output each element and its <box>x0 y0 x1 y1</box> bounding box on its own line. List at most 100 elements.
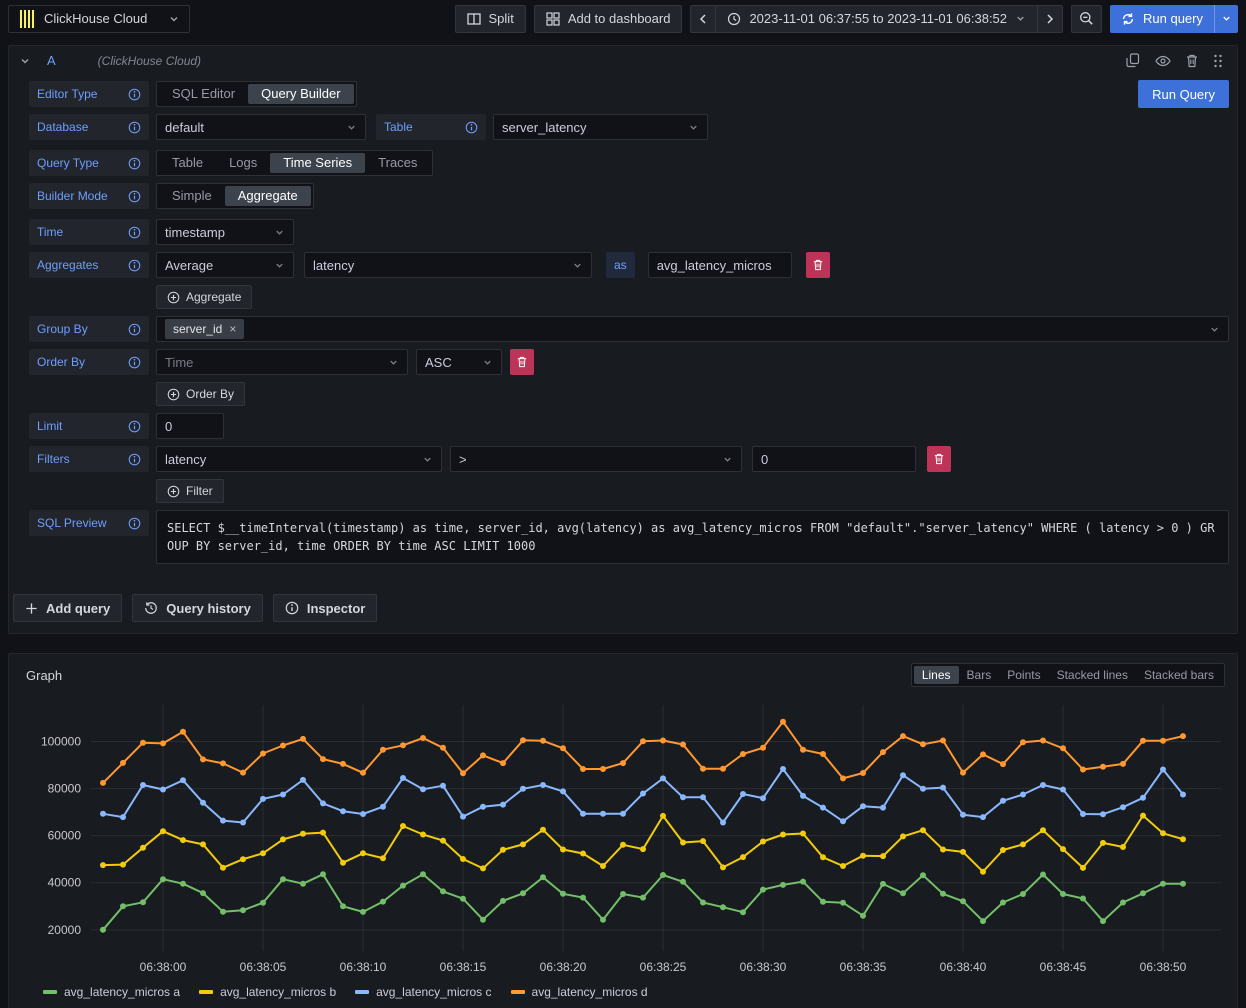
filter-field-select[interactable]: latency <box>156 446 442 472</box>
graph-style-stacked-lines[interactable]: Stacked lines <box>1049 666 1136 684</box>
add-query-button[interactable]: Add query <box>13 594 122 622</box>
query-type-table[interactable]: Table <box>159 153 216 173</box>
time-shift-back-button[interactable] <box>690 5 716 33</box>
query-history-button[interactable]: Query history <box>132 594 263 622</box>
builder-mode-aggregate[interactable]: Aggregate <box>225 186 311 206</box>
group-by-chip[interactable]: server_id × <box>165 319 244 339</box>
graph-style-points[interactable]: Points <box>999 666 1048 684</box>
order-by-row: Order By Time ASC <box>29 349 1229 375</box>
graph-panel-title: Graph <box>26 668 62 683</box>
query-row-header[interactable]: A (ClickHouse Cloud) <box>9 46 1237 73</box>
datasource-picker[interactable]: ClickHouse Cloud <box>8 5 190 33</box>
run-query-button[interactable]: Run query <box>1110 5 1214 33</box>
add-filter-button[interactable]: Filter <box>156 479 224 503</box>
info-icon[interactable] <box>128 453 141 466</box>
builder-mode-label: Builder Mode <box>29 183 149 209</box>
aggregate-column-select[interactable]: latency <box>304 252 592 278</box>
dashboard-grid-icon <box>546 12 560 26</box>
remove-order-by-button[interactable] <box>510 349 534 375</box>
database-label: Database <box>29 114 149 140</box>
collapse-chevron-icon[interactable] <box>19 55 31 67</box>
svg-text:60000: 60000 <box>48 829 82 843</box>
graph-style-lines[interactable]: Lines <box>914 666 959 684</box>
legend-item[interactable]: avg_latency_micros a <box>43 985 180 999</box>
info-icon[interactable] <box>128 157 141 170</box>
chevron-down-icon <box>1015 13 1026 24</box>
editor-type-query-builder[interactable]: Query Builder <box>248 84 353 104</box>
svg-text:06:38:25: 06:38:25 <box>640 960 687 974</box>
add-to-dashboard-button[interactable]: Add to dashboard <box>534 5 683 33</box>
inspector-button[interactable]: Inspector <box>273 594 378 622</box>
remove-filter-button[interactable] <box>927 446 951 472</box>
disable-query-eye-icon[interactable] <box>1155 55 1171 67</box>
duplicate-query-icon[interactable] <box>1126 53 1140 68</box>
legend-item[interactable]: avg_latency_micros d <box>511 985 648 999</box>
aggregates-row: Aggregates Average latency as avg_latenc… <box>29 252 1229 278</box>
aggregate-function-select[interactable]: Average <box>156 252 294 278</box>
database-table-row: Database default Table server_latency <box>29 114 1229 140</box>
info-icon[interactable] <box>465 121 478 134</box>
chevron-down-icon <box>1209 324 1220 335</box>
table-select[interactable]: server_latency <box>493 114 708 140</box>
toolbar-actions: Split Add to dashboard 2023-11-01 06:37:… <box>455 5 1238 33</box>
svg-text:06:38:40: 06:38:40 <box>940 960 987 974</box>
info-icon[interactable] <box>128 323 141 336</box>
builder-mode-simple[interactable]: Simple <box>159 186 225 206</box>
query-builder-form: Run Query Editor Type SQL Editor Query B… <box>9 73 1237 577</box>
time-range-button[interactable]: 2023-11-01 06:37:55 to 2023-11-01 06:38:… <box>715 5 1038 33</box>
add-order-by-button[interactable]: Order By <box>156 382 245 406</box>
info-icon[interactable] <box>128 420 141 433</box>
info-icon[interactable] <box>128 356 141 369</box>
group-by-multiselect[interactable]: server_id × <box>156 316 1229 342</box>
sql-preview-row: SQL Preview SELECT $__timeInterval(times… <box>29 510 1229 564</box>
info-icon[interactable] <box>128 259 141 272</box>
query-datasource-hint: (ClickHouse Cloud) <box>98 54 201 68</box>
info-icon[interactable] <box>128 121 141 134</box>
query-type-logs[interactable]: Logs <box>216 153 270 173</box>
svg-text:80000: 80000 <box>48 782 82 796</box>
aggregate-alias-input[interactable]: avg_latency_micros <box>648 252 792 278</box>
plus-icon <box>25 602 38 615</box>
info-icon[interactable] <box>128 226 141 239</box>
database-select[interactable]: default <box>156 114 366 140</box>
filter-value-input[interactable]: 0 <box>752 446 916 472</box>
add-aggregate-button[interactable]: Aggregate <box>156 285 252 309</box>
remove-aggregate-button[interactable] <box>806 252 830 278</box>
zoom-out-button[interactable] <box>1071 5 1102 33</box>
query-type-traces[interactable]: Traces <box>365 153 430 173</box>
graph-style-bars[interactable]: Bars <box>959 666 1000 684</box>
info-icon[interactable] <box>128 88 141 101</box>
trash-icon <box>934 453 944 465</box>
run-query-dropdown[interactable] <box>1214 5 1238 33</box>
time-column-select[interactable]: timestamp <box>156 219 294 245</box>
chevron-down-icon <box>168 13 180 25</box>
remove-tag-icon[interactable]: × <box>229 322 236 336</box>
trash-icon <box>517 356 527 368</box>
info-icon[interactable] <box>128 517 141 530</box>
drag-handle-icon[interactable] <box>1213 54 1223 68</box>
chevron-down-icon <box>1221 13 1232 24</box>
info-icon[interactable] <box>128 190 141 203</box>
split-button[interactable]: Split <box>455 5 526 33</box>
editor-type-sql-editor[interactable]: SQL Editor <box>159 84 248 104</box>
legend-item[interactable]: avg_latency_micros c <box>355 985 491 999</box>
query-type-time-series[interactable]: Time Series <box>270 153 365 173</box>
order-by-direction-select[interactable]: ASC <box>416 349 502 375</box>
history-icon <box>144 601 158 615</box>
chart-area: 2000040000600008000010000006:38:0006:38:… <box>9 691 1237 983</box>
order-by-field-select[interactable]: Time <box>156 349 408 375</box>
chevron-down-icon <box>274 260 285 271</box>
svg-text:06:38:00: 06:38:00 <box>140 960 187 974</box>
time-label: Time <box>29 219 149 245</box>
legend-item[interactable]: avg_latency_micros b <box>199 985 336 999</box>
filters-label: Filters <box>29 446 149 472</box>
latency-chart-svg[interactable]: 2000040000600008000010000006:38:0006:38:… <box>17 691 1231 983</box>
time-shift-forward-button[interactable] <box>1037 5 1063 33</box>
limit-input[interactable]: 0 <box>156 413 224 439</box>
panel-run-query-button[interactable]: Run Query <box>1138 80 1229 108</box>
add-aggregate-row: Aggregate <box>29 285 1229 309</box>
remove-query-trash-icon[interactable] <box>1186 54 1198 68</box>
filter-operator-select[interactable]: > <box>450 446 742 472</box>
info-circle-icon <box>285 601 299 615</box>
graph-style-stacked-bars[interactable]: Stacked bars <box>1136 666 1222 684</box>
